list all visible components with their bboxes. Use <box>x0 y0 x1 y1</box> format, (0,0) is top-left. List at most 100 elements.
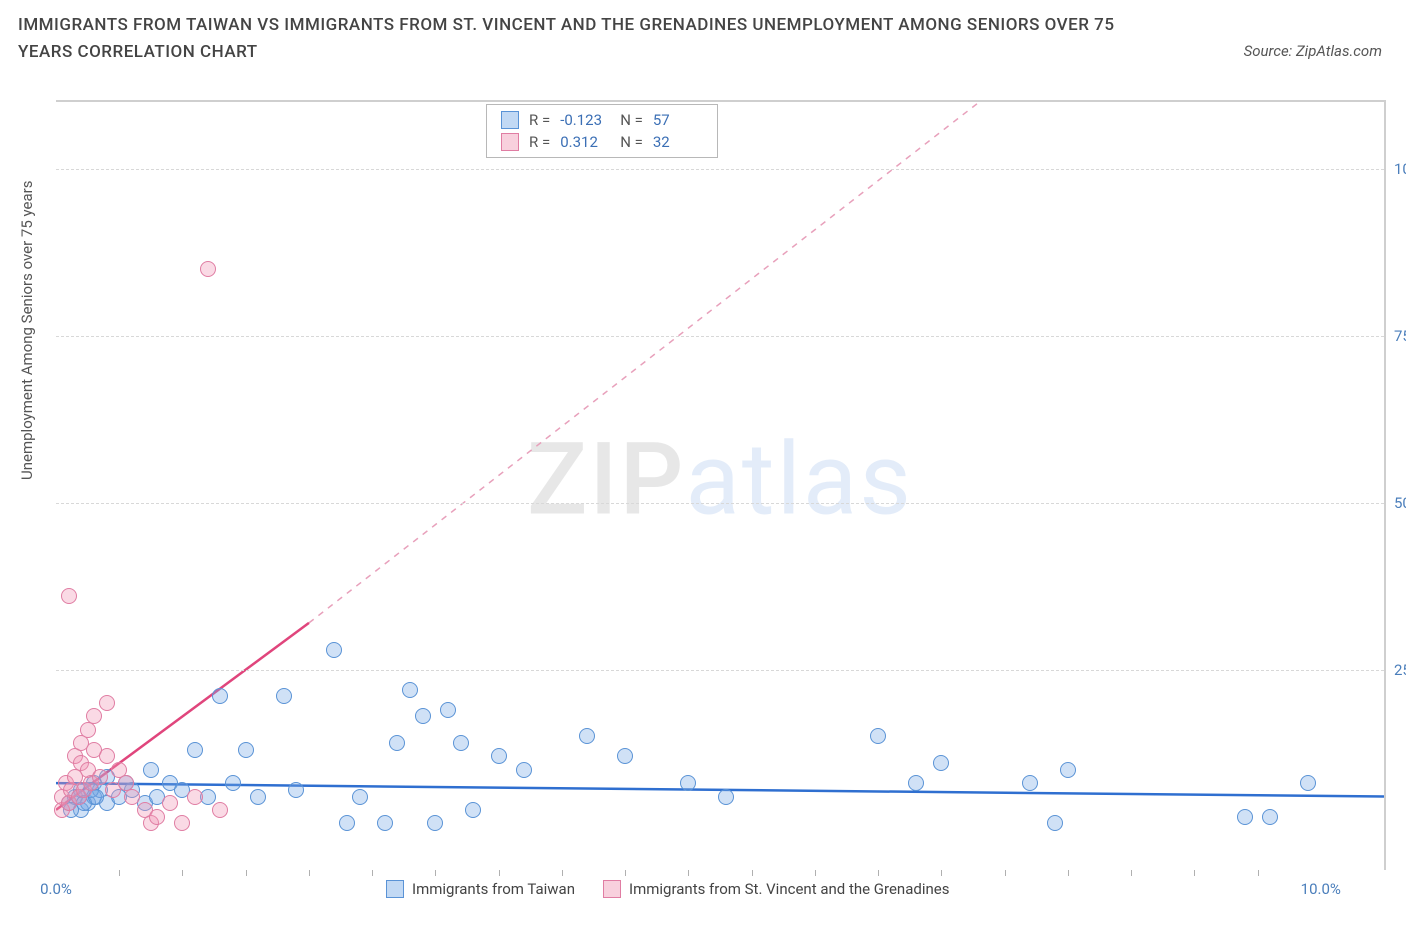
n-label: N = <box>620 111 643 129</box>
xtick-minor <box>435 870 436 876</box>
data-point-stvincent <box>99 695 115 711</box>
gridline-h <box>56 169 1384 170</box>
legend-bottom: Immigrants from Taiwan Immigrants from S… <box>386 880 949 898</box>
xtick-minor <box>562 870 563 876</box>
swatch-pink-icon <box>501 133 519 151</box>
xtick-minor <box>1194 870 1195 876</box>
data-point-taiwan <box>187 742 203 758</box>
data-point-taiwan <box>870 728 886 744</box>
data-point-taiwan <box>1047 815 1063 831</box>
data-point-stvincent <box>200 261 216 277</box>
data-point-stvincent <box>61 588 77 604</box>
data-point-stvincent <box>124 789 140 805</box>
data-point-taiwan <box>1237 809 1253 825</box>
data-point-taiwan <box>908 775 924 791</box>
legend-label-stvincent: Immigrants from St. Vincent and the Gren… <box>629 880 949 898</box>
xtick-minor <box>688 870 689 876</box>
header-row: IMMIGRANTS FROM TAIWAN VS IMMIGRANTS FRO… <box>0 0 1406 66</box>
data-point-taiwan <box>389 735 405 751</box>
source-label: Source: ZipAtlas.com <box>1244 12 1382 60</box>
stats-row-stvincent: R = 0.312 N = 32 <box>501 131 703 153</box>
data-point-taiwan <box>377 815 393 831</box>
data-point-stvincent <box>86 708 102 724</box>
plot-area: ZIPatlas R = -0.123 N = 57 R = 0.312 N =… <box>56 100 1386 870</box>
trend-line <box>309 102 979 623</box>
xtick-minor <box>1005 870 1006 876</box>
data-point-stvincent <box>162 795 178 811</box>
data-point-stvincent <box>187 789 203 805</box>
xtick-label: 10.0% <box>1301 880 1341 898</box>
data-point-taiwan <box>326 642 342 658</box>
data-point-taiwan <box>339 815 355 831</box>
stats-box: R = -0.123 N = 57 R = 0.312 N = 32 <box>486 104 718 158</box>
data-point-taiwan <box>1300 775 1316 791</box>
data-point-taiwan <box>516 762 532 778</box>
watermark: ZIPatlas <box>527 422 913 539</box>
data-point-taiwan <box>718 789 734 805</box>
data-point-stvincent <box>149 809 165 825</box>
chart-title: IMMIGRANTS FROM TAIWAN VS IMMIGRANTS FRO… <box>18 12 1118 66</box>
ytick-label: 50.0% <box>1394 494 1406 512</box>
data-point-taiwan <box>680 775 696 791</box>
legend-label-taiwan: Immigrants from Taiwan <box>412 880 575 898</box>
watermark-atlas: atlas <box>686 422 913 539</box>
data-point-taiwan <box>250 789 266 805</box>
ytick-label: 25.0% <box>1394 661 1406 679</box>
xtick-minor <box>752 870 753 876</box>
xtick-minor <box>878 870 879 876</box>
data-point-stvincent <box>212 802 228 818</box>
gridline-h <box>56 336 1384 337</box>
data-point-taiwan <box>427 815 443 831</box>
xtick-minor <box>1068 870 1069 876</box>
n-label: N = <box>620 133 643 151</box>
ytick-label: 100.0% <box>1394 160 1406 178</box>
data-point-taiwan <box>352 789 368 805</box>
data-point-taiwan <box>933 755 949 771</box>
data-point-taiwan <box>402 682 418 698</box>
ytick-label: 75.0% <box>1394 327 1406 345</box>
data-point-taiwan <box>453 735 469 751</box>
xtick-minor <box>941 870 942 876</box>
watermark-zip: ZIP <box>527 422 685 539</box>
r-value-taiwan: -0.123 <box>560 111 610 129</box>
data-point-taiwan <box>579 728 595 744</box>
data-point-taiwan <box>465 802 481 818</box>
xtick-minor <box>182 870 183 876</box>
legend-item-taiwan: Immigrants from Taiwan <box>386 880 575 898</box>
xtick-minor <box>372 870 373 876</box>
xtick-minor <box>815 870 816 876</box>
swatch-pink-icon <box>603 880 621 898</box>
data-point-stvincent <box>92 769 108 785</box>
xtick-minor <box>499 870 500 876</box>
r-value-stvincent: 0.312 <box>560 133 610 151</box>
data-point-taiwan <box>225 775 241 791</box>
xtick-minor <box>625 870 626 876</box>
n-value-stvincent: 32 <box>653 133 703 151</box>
stats-row-taiwan: R = -0.123 N = 57 <box>501 109 703 131</box>
y-axis-label: Unemployment Among Seniors over 75 years <box>18 181 36 480</box>
gridline-h <box>56 503 1384 504</box>
data-point-taiwan <box>276 688 292 704</box>
gridline-h <box>56 670 1384 671</box>
data-point-stvincent <box>99 748 115 764</box>
r-label: R = <box>529 133 550 151</box>
xtick-minor <box>309 870 310 876</box>
r-label: R = <box>529 111 550 129</box>
swatch-blue-icon <box>501 111 519 129</box>
data-point-stvincent <box>174 815 190 831</box>
swatch-blue-icon <box>386 880 404 898</box>
data-point-taiwan <box>415 708 431 724</box>
legend-item-stvincent: Immigrants from St. Vincent and the Gren… <box>603 880 949 898</box>
xtick-minor <box>1131 870 1132 876</box>
data-point-taiwan <box>1060 762 1076 778</box>
data-point-taiwan <box>1022 775 1038 791</box>
data-point-taiwan <box>440 702 456 718</box>
data-point-taiwan <box>288 782 304 798</box>
data-point-taiwan <box>491 748 507 764</box>
trend-lines-svg <box>56 102 1384 870</box>
data-point-taiwan <box>617 748 633 764</box>
data-point-taiwan <box>212 688 228 704</box>
data-point-taiwan <box>143 762 159 778</box>
chart-container: IMMIGRANTS FROM TAIWAN VS IMMIGRANTS FRO… <box>0 0 1406 930</box>
data-point-taiwan <box>238 742 254 758</box>
